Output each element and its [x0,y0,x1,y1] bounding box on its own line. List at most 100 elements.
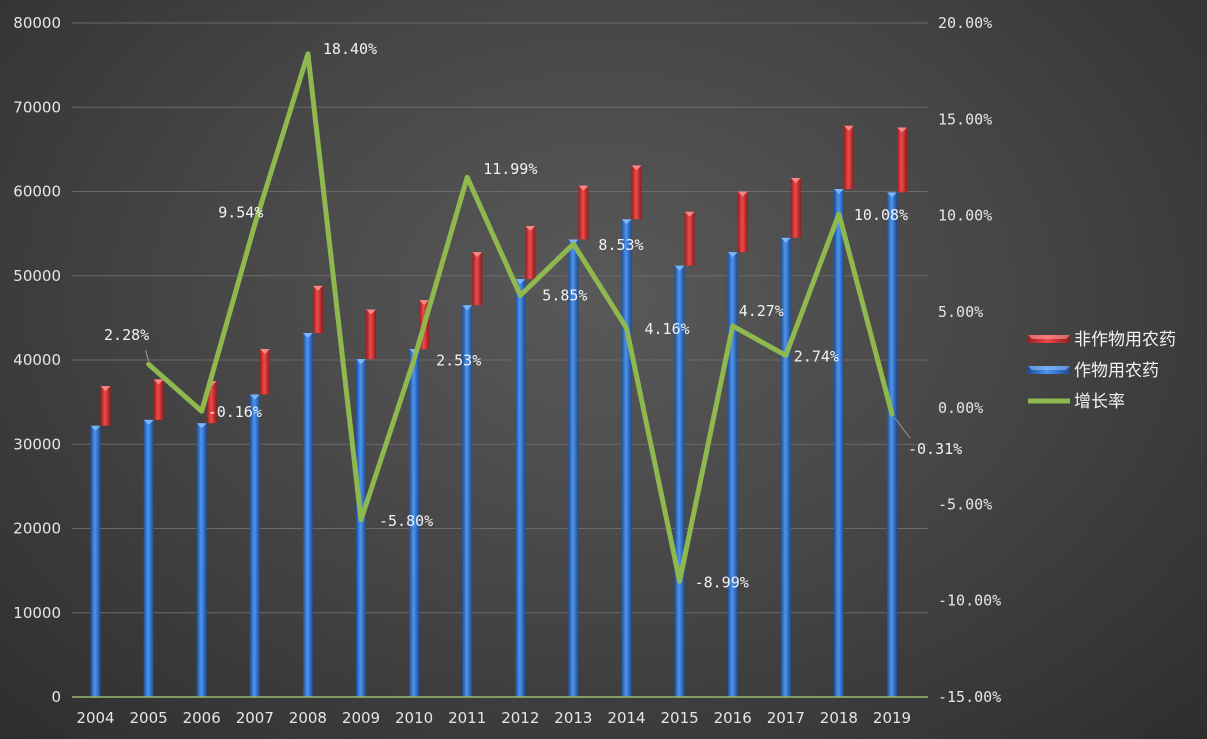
bar-noncrop-bevel [153,379,164,385]
bar-noncrop-bevel [843,125,854,131]
bar-crop [674,265,685,697]
left-tick-label: 70000 [13,98,61,116]
x-tick-label: 2013 [554,709,592,727]
bar-noncrop [897,127,907,193]
bar-noncrop [100,386,111,426]
bar-crop-bevel [780,237,791,243]
bar-crop [249,394,260,697]
legend-label: 增长率 [1074,392,1125,412]
bar-noncrop-bevel [259,349,270,355]
bars [90,125,907,698]
left-tick-label: 30000 [13,435,61,453]
right-tick-label: -5.00% [938,495,992,513]
x-tick-label: 2015 [661,709,699,727]
growth-data-label: -0.31% [908,440,962,458]
legend-swatch-bevel [1028,335,1070,339]
bar-noncrop-bevel [631,165,642,171]
bar-noncrop-bevel [312,285,323,291]
growth-data-label: 11.99% [483,160,537,178]
x-tick-label: 2016 [714,709,752,727]
legend-label: 作物用农药 [1074,361,1159,381]
x-tick-label: 2011 [448,709,486,727]
bar-noncrop-bevel [684,211,695,217]
bar-noncrop-bevel [472,252,483,258]
x-tick-label: 2004 [76,709,114,727]
bar-noncrop-bevel [578,185,589,191]
bar-crop-bevel [674,265,685,271]
bar-crop [621,219,632,698]
right-tick-label: 5.00% [938,303,983,321]
bar-crop [515,279,526,697]
bar-noncrop [153,379,164,420]
growth-rate-line [146,51,895,584]
x-tick-label: 2009 [342,709,380,727]
bar-noncrop-bevel [525,226,536,232]
bar-crop [356,359,366,697]
growth-data-label: 8.53% [598,236,643,254]
bar-crop-bevel [887,192,897,198]
bar-noncrop [790,178,801,238]
right-tick-label: 0.00% [938,399,983,417]
bar-noncrop [472,252,483,306]
right-tick-label: 15.00% [938,110,992,128]
bar-crop [409,349,420,697]
x-tick-label: 2014 [607,709,645,727]
x-tick-label: 2017 [767,709,805,727]
left-tick-label: 0 [51,688,61,706]
growth-data-label: 5.85% [542,286,587,304]
bar-crop [833,188,844,697]
x-tick-label: 2005 [130,709,168,727]
bar-noncrop-bevel [897,127,907,133]
bar-crop-bevel [196,423,207,429]
leader-line [145,350,150,362]
leader-line [894,417,911,439]
x-tick-label: 2010 [395,709,433,727]
left-tick-label: 80000 [13,14,61,32]
bar-crop-bevel [302,333,313,339]
growth-data-label: 2.28% [104,326,149,344]
data-labels: 2.28% -0.16% 9.54% 18.40% -5.80% 2.53% 11.99% 5… [104,40,962,591]
bar-noncrop [525,226,536,280]
bar-noncrop [206,381,217,424]
bar-crop-bevel [462,305,473,311]
x-tick-label: 2006 [183,709,221,727]
left-tick-label: 40000 [13,351,61,369]
growth-data-label: 10.08% [854,206,908,224]
x-tick-label: 2008 [289,709,327,727]
legend-swatch-bevel [1028,366,1070,370]
bar-noncrop [312,285,323,334]
bar-noncrop [737,191,748,253]
bar-crop [780,237,791,697]
x-tick-label: 2012 [501,709,539,727]
right-tick-label: -15.00% [938,688,1001,706]
bar-noncrop [843,125,854,189]
bar-noncrop [578,185,589,240]
bar-noncrop [631,165,642,220]
growth-data-label: 2.74% [794,347,839,365]
x-tick-label: 2019 [873,709,911,727]
growth-data-label: -0.16% [208,403,262,421]
bar-crop [462,305,473,697]
bar-crop-bevel [727,252,738,258]
bar-crop [196,423,207,697]
bar-noncrop-bevel [790,178,801,184]
bar-crop-bevel [90,425,101,431]
bar-crop-bevel [833,188,844,194]
growth-data-label: -5.80% [379,512,433,530]
bar-noncrop-bevel [737,191,748,197]
x-tick-label: 2007 [236,709,274,727]
bar-noncrop [684,211,695,266]
growth-data-label: 18.40% [323,40,377,58]
bar-noncrop-bevel [100,386,111,392]
bar-crop [90,425,101,697]
bar-noncrop [366,309,376,360]
bar-noncrop-bevel [366,309,376,315]
right-tick-label: -10.00% [938,592,1001,610]
growth-line [146,51,895,584]
left-tick-label: 60000 [13,183,61,201]
bar-crop [887,192,897,697]
left-tick-label: 10000 [13,604,61,622]
left-tick-label: 20000 [13,520,61,538]
